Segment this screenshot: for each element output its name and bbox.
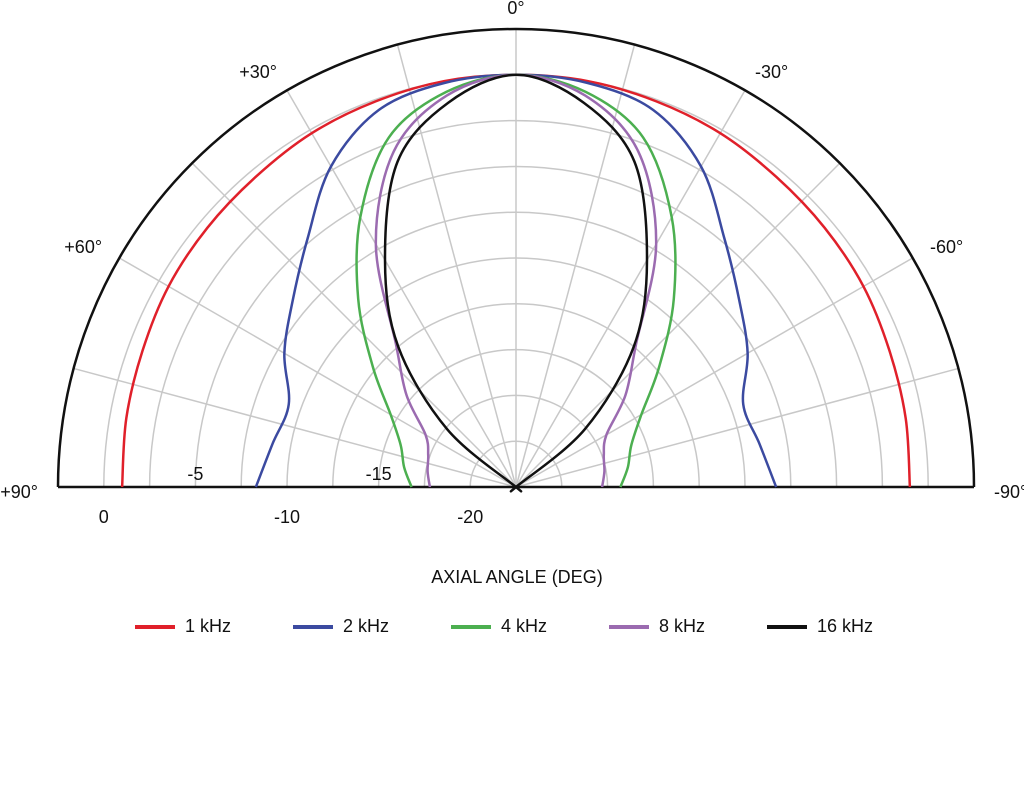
theta-tick-label: -90° xyxy=(994,482,1024,502)
r-tick-label: -20 xyxy=(457,507,483,527)
axis-title: AXIAL ANGLE (DEG) xyxy=(431,567,602,587)
theta-tick-label: -30° xyxy=(755,62,788,82)
r-tick-label: -5 xyxy=(187,464,203,484)
grid-spoke xyxy=(515,367,959,488)
theta-tick-label: 0° xyxy=(507,0,524,18)
theta-tick-label: +90° xyxy=(0,482,38,502)
grid-spoke xyxy=(515,162,841,488)
grid-spoke xyxy=(286,89,517,488)
grid-spoke xyxy=(118,257,517,488)
r-tick-label: 0 xyxy=(99,507,109,527)
legend-label: 16 kHz xyxy=(817,616,873,636)
theta-tick-label: +60° xyxy=(64,237,102,257)
legend-label: 8 kHz xyxy=(659,616,705,636)
r-tick-label: -15 xyxy=(366,464,392,484)
grid-spoke xyxy=(515,89,746,488)
legend-label: 2 kHz xyxy=(343,616,389,636)
theta-tick-label: +30° xyxy=(239,62,277,82)
grid-spoke xyxy=(73,367,517,488)
r-tick-label: -10 xyxy=(274,507,300,527)
series-line xyxy=(383,73,649,493)
legend-label: 4 kHz xyxy=(501,616,547,636)
grid-spoke xyxy=(191,162,517,488)
outer-boundary xyxy=(56,27,976,488)
theta-tick-label: -60° xyxy=(930,237,963,257)
legend-label: 1 kHz xyxy=(185,616,231,636)
grid-spoke xyxy=(515,257,914,488)
